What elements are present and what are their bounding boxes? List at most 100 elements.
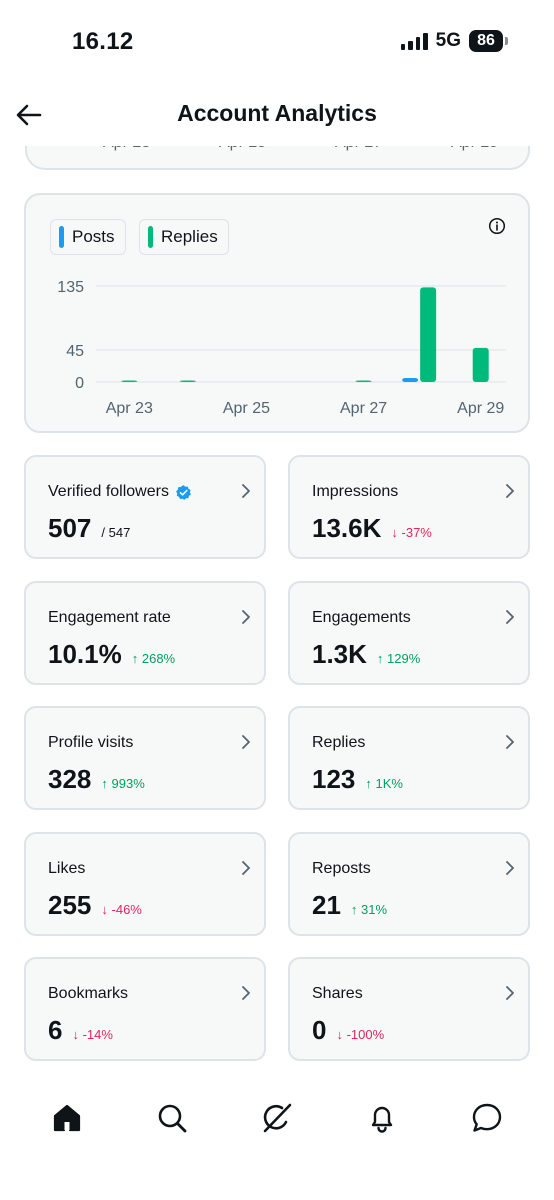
arrow-up-icon: ↑ xyxy=(131,651,139,666)
bottom-nav xyxy=(0,1080,554,1156)
metric-label-row: Reposts xyxy=(312,860,371,878)
battery-icon: 86 xyxy=(469,30,508,52)
y-tick-label: 135 xyxy=(57,279,84,296)
messages-icon xyxy=(473,1103,502,1132)
arrow-left-icon xyxy=(16,104,42,126)
search-icon xyxy=(158,1104,187,1133)
arrow-down-icon: ↓ xyxy=(336,1027,343,1042)
notifications-icon xyxy=(371,1106,393,1133)
metric-change-value: 129% xyxy=(387,651,421,666)
chevron-right-icon xyxy=(242,861,250,875)
metric-value-row: 507 / 547 xyxy=(48,513,130,544)
metric-change: ↑ 268% xyxy=(132,651,175,666)
metric-change: ↑ 1K% xyxy=(365,776,403,791)
nav-home[interactable] xyxy=(37,1088,97,1148)
x-tick-label: Apr 27 xyxy=(340,400,387,417)
chevron-right-icon xyxy=(506,735,514,749)
metric-change: ↑ 31% xyxy=(351,902,387,917)
metric-change: ↑ 129% xyxy=(377,651,420,666)
bar-replies xyxy=(179,380,196,382)
metric-card-replies[interactable]: Replies 123 ↑ 1K% xyxy=(288,706,530,810)
chevron-right-icon xyxy=(506,610,514,624)
bar-replies xyxy=(355,380,372,382)
home-icon xyxy=(53,1104,80,1132)
metric-card-profile-visits[interactable]: Profile visits 328 ↑ 993% xyxy=(24,706,266,810)
metric-value: 507 xyxy=(48,513,92,543)
metric-change-value: 31% xyxy=(361,902,388,917)
metric-change: ↓ -37% xyxy=(391,525,431,540)
metric-card-bookmarks[interactable]: Bookmarks 6 ↓ -14% xyxy=(24,957,266,1061)
metric-change: ↑ 993% xyxy=(101,776,144,791)
metric-card-engagement-rate[interactable]: Engagement rate 10.1% ↑ 268% xyxy=(24,581,266,685)
nav-messages[interactable] xyxy=(457,1088,517,1148)
arrow-up-icon: ↑ xyxy=(365,776,372,791)
metric-change: ↓ -14% xyxy=(72,1027,112,1042)
header-background xyxy=(0,80,554,146)
nav-notifications[interactable] xyxy=(352,1088,412,1148)
metric-value: 1.3K xyxy=(312,639,367,669)
metric-value-row: 13.6K ↓ -37% xyxy=(312,513,432,544)
metric-label-row: Likes xyxy=(48,860,85,878)
metric-sub: / 547 xyxy=(101,525,131,540)
x-tick-label: Apr 25 xyxy=(223,400,270,417)
activity-chart: 135 45 0 Apr 23 Apr 25 Apr 27 Apr 29 xyxy=(57,279,506,417)
metric-change-value: 268% xyxy=(141,651,176,666)
arrow-down-icon: ↓ xyxy=(391,525,398,540)
x-tick-label: Apr 23 xyxy=(106,400,153,417)
metric-card-impressions[interactable]: Impressions 13.6K ↓ -37% xyxy=(288,455,530,559)
metric-label: Verified followers xyxy=(48,483,169,500)
metric-value: 123 xyxy=(312,764,356,794)
arrow-up-icon: ↑ xyxy=(350,902,358,917)
back-button[interactable] xyxy=(12,98,46,132)
metric-change-value: -37% xyxy=(401,525,432,540)
chevron-right-icon xyxy=(506,986,514,1000)
chevron-right-icon xyxy=(242,735,250,749)
metric-label-row: Verified followers xyxy=(48,483,192,501)
legend-posts-label: Posts xyxy=(72,227,115,246)
metric-card-verified-followers[interactable]: Verified followers 507 / 547 xyxy=(24,455,266,559)
chevron-right-icon xyxy=(242,610,250,624)
y-tick-label: 45 xyxy=(66,343,84,360)
metric-label-row: Engagements xyxy=(312,609,411,627)
bar-posts xyxy=(402,378,419,382)
metric-value: 0 xyxy=(312,1015,327,1045)
metric-label: Shares xyxy=(312,985,363,1002)
page-header: Account Analytics xyxy=(0,88,554,140)
metric-change: ↓ -100% xyxy=(336,1027,384,1042)
arrow-down-icon: ↓ xyxy=(72,1027,79,1042)
chevron-right-icon xyxy=(242,986,250,1000)
status-indicators: 5G 86 xyxy=(400,30,508,52)
posts-swatch xyxy=(59,226,64,248)
chevron-right-icon xyxy=(506,484,514,498)
x-tick-label: Apr 29 xyxy=(457,400,504,417)
metric-value: 13.6K xyxy=(312,513,382,543)
metric-change-value: 1K% xyxy=(375,776,403,791)
metric-value-row: 6 ↓ -14% xyxy=(48,1015,113,1046)
metric-label-row: Bookmarks xyxy=(48,985,128,1003)
legend-replies-label: Replies xyxy=(161,227,218,246)
metric-label: Profile visits xyxy=(48,734,134,751)
activity-chart-card: 135 45 0 Apr 23 Apr 25 Apr 27 Apr 29 Posts Rep… xyxy=(24,193,530,433)
metric-card-shares[interactable]: Shares 0 ↓ -100% xyxy=(288,957,530,1061)
nav-search[interactable] xyxy=(142,1088,202,1148)
nav-grok[interactable] xyxy=(247,1088,307,1148)
legend-posts[interactable]: Posts xyxy=(50,219,126,255)
metric-card-reposts[interactable]: Reposts 21 ↑ 31% xyxy=(288,832,530,936)
metric-value-row: 10.1% ↑ 268% xyxy=(48,639,175,670)
metric-value: 328 xyxy=(48,764,92,794)
chevron-right-icon xyxy=(242,484,250,498)
metric-label: Engagements xyxy=(312,609,411,626)
metric-label: Reposts xyxy=(312,860,371,877)
metric-label-row: Engagement rate xyxy=(48,609,171,627)
network-type: 5G xyxy=(435,30,461,51)
info-icon[interactable] xyxy=(488,217,506,235)
metric-card-likes[interactable]: Likes 255 ↓ -46% xyxy=(24,832,266,936)
verified-badge-icon xyxy=(176,484,191,500)
legend-replies[interactable]: Replies xyxy=(139,219,229,255)
metric-label-row: Impressions xyxy=(312,483,398,501)
metric-change: ↓ -46% xyxy=(101,902,141,917)
metric-value-row: 328 ↑ 993% xyxy=(48,764,145,795)
page-title: Account Analytics xyxy=(177,100,377,126)
metric-value: 255 xyxy=(48,890,92,920)
metric-card-engagements[interactable]: Engagements 1.3K ↑ 129% xyxy=(288,581,530,685)
